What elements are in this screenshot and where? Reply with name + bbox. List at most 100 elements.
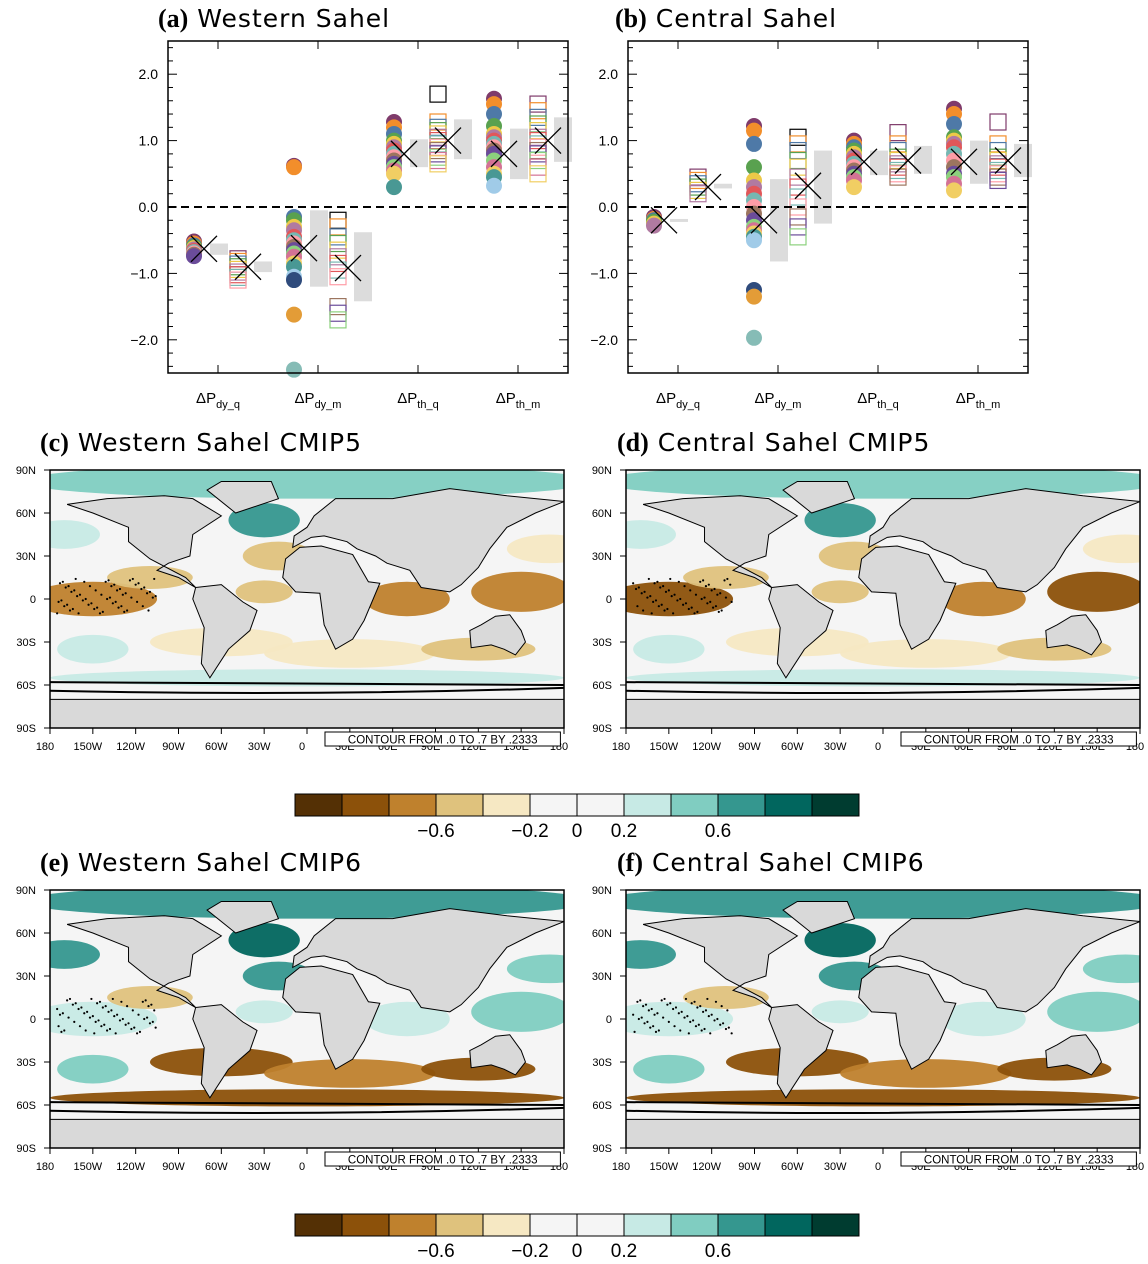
- data-point-square: [789, 141, 807, 160]
- scatter-chart-western-sahel: 2.0 1.0 0.0 −1.0 −2.0 ΔPdy_q ΔPdy_m ΔPth_q ΔPth_…: [130, 40, 572, 411]
- stipple-dot: [83, 580, 86, 583]
- panel-b-letter: (b): [615, 4, 647, 33]
- x-tick-label: ΔPth_q: [857, 390, 898, 411]
- colorbar-label: −0.2: [511, 1241, 549, 1262]
- stipple-dot: [110, 585, 113, 588]
- stipple-dot: [683, 1016, 686, 1019]
- map-field: [50, 470, 564, 728]
- colorbar-cmip5: −0.6 −0.2 0 0.2 0.6: [294, 793, 860, 842]
- field-anomaly: [1082, 534, 1140, 564]
- data-point-circle: [486, 177, 502, 194]
- data-point-square: [329, 268, 347, 286]
- stipple-dot: [663, 609, 666, 612]
- stipple-dot: [709, 600, 712, 603]
- land-mass: [782, 900, 856, 934]
- lat-label: 90S: [592, 1143, 612, 1155]
- stipple-dot: [702, 579, 705, 582]
- lon-label: 90W: [738, 741, 761, 753]
- stipple-dot: [81, 599, 84, 602]
- spread-bar: [670, 218, 688, 222]
- stipple-dot: [690, 606, 693, 609]
- field-anomaly: [228, 922, 300, 958]
- mean-marker: [534, 127, 562, 155]
- stipple-dot: [687, 1032, 690, 1035]
- contour-note-box: [324, 1151, 561, 1167]
- stipple-dot: [103, 1023, 106, 1026]
- stipple-dot: [108, 596, 112, 599]
- stipple-dot: [137, 1013, 140, 1016]
- data-point-square: [889, 168, 907, 186]
- stipple-dot: [140, 587, 143, 591]
- stipple-dot: [118, 1019, 122, 1022]
- colorbar-swatch: [670, 793, 719, 817]
- lon-label: 180: [612, 741, 630, 753]
- stipple-dot: [649, 595, 652, 598]
- colorbar-label: 0.2: [611, 821, 637, 842]
- y-tick-label: 0.0: [139, 199, 159, 215]
- land-mass: [768, 1004, 834, 1099]
- stipple-dot: [130, 596, 133, 599]
- x-tick-label: ΔPdy_m: [295, 390, 342, 411]
- stipple-dot: [654, 599, 658, 602]
- lat-label: 60S: [592, 680, 612, 692]
- stipple-dot: [150, 1003, 153, 1006]
- mean-marker: [390, 140, 418, 168]
- lon-label: 150W: [649, 741, 678, 753]
- stipple-dot: [652, 1025, 655, 1028]
- stipple-dot: [637, 1017, 640, 1021]
- stipple-dot: [113, 583, 116, 586]
- panel-a-name: Western Sahel: [197, 4, 391, 33]
- stipple-dot: [135, 1032, 139, 1035]
- stipple-dot: [138, 1030, 142, 1033]
- stipple-dot: [707, 583, 710, 586]
- lat-label: 60N: [592, 928, 612, 940]
- stipple-dot: [639, 999, 642, 1002]
- spread-bar: [210, 243, 228, 255]
- panel-d-letter: (d): [617, 428, 649, 457]
- y-tick-label: 1.0: [139, 133, 159, 149]
- panel-c-letter: (c): [40, 428, 69, 457]
- lon-label: 180: [36, 1161, 54, 1173]
- stipple-dot: [113, 1015, 116, 1018]
- colorbar-swatch: [482, 793, 531, 817]
- stipple-dot: [644, 1003, 648, 1006]
- colorbar-swatch: [623, 793, 672, 817]
- colorbar-label: −0.6: [417, 821, 455, 842]
- x-tick-label: ΔPth_m: [956, 390, 1001, 411]
- stipple-dot: [68, 997, 72, 1001]
- stipple-dot: [647, 1009, 650, 1012]
- x-tick-label: ΔPth_q: [397, 390, 438, 411]
- panel-b-title: (b) Central Sahel: [615, 4, 837, 34]
- spread-bar: [1014, 143, 1032, 178]
- land-mass: [206, 480, 280, 514]
- land-mass: [858, 965, 957, 1070]
- colorbar-label: 0: [572, 1241, 583, 1262]
- stipple-dot: [716, 1017, 719, 1021]
- stipple-dot: [673, 1025, 676, 1028]
- stipple-dot: [657, 605, 660, 608]
- mean-marker: [750, 206, 778, 234]
- stipple-dot: [664, 590, 668, 593]
- panel-c-name: Western Sahel CMIP5: [77, 428, 362, 457]
- plot-frame: [627, 40, 1029, 374]
- data-point-square: [689, 178, 707, 196]
- stipple-dot: [63, 605, 66, 608]
- stipple-dot: [144, 999, 147, 1002]
- colorbar-label: 0.6: [705, 1241, 731, 1262]
- land-mass: [192, 1004, 258, 1099]
- stipple-dot: [133, 1026, 136, 1029]
- stipple-dot: [669, 577, 672, 581]
- stipple-dot: [689, 1020, 692, 1023]
- stipple-dot: [111, 602, 114, 605]
- stipple-dot: [58, 1013, 62, 1016]
- lon-label: 120W: [116, 741, 145, 753]
- data-point-square: [789, 151, 807, 170]
- land-mass: [782, 480, 856, 514]
- data-point-circle: [646, 217, 662, 234]
- stipple-dot: [134, 583, 137, 586]
- stipple-dot: [666, 607, 669, 611]
- stipple-dot: [719, 1023, 722, 1026]
- stipple-dot: [63, 1029, 66, 1032]
- land-mass: [1045, 1034, 1103, 1076]
- land-mass: [469, 614, 527, 656]
